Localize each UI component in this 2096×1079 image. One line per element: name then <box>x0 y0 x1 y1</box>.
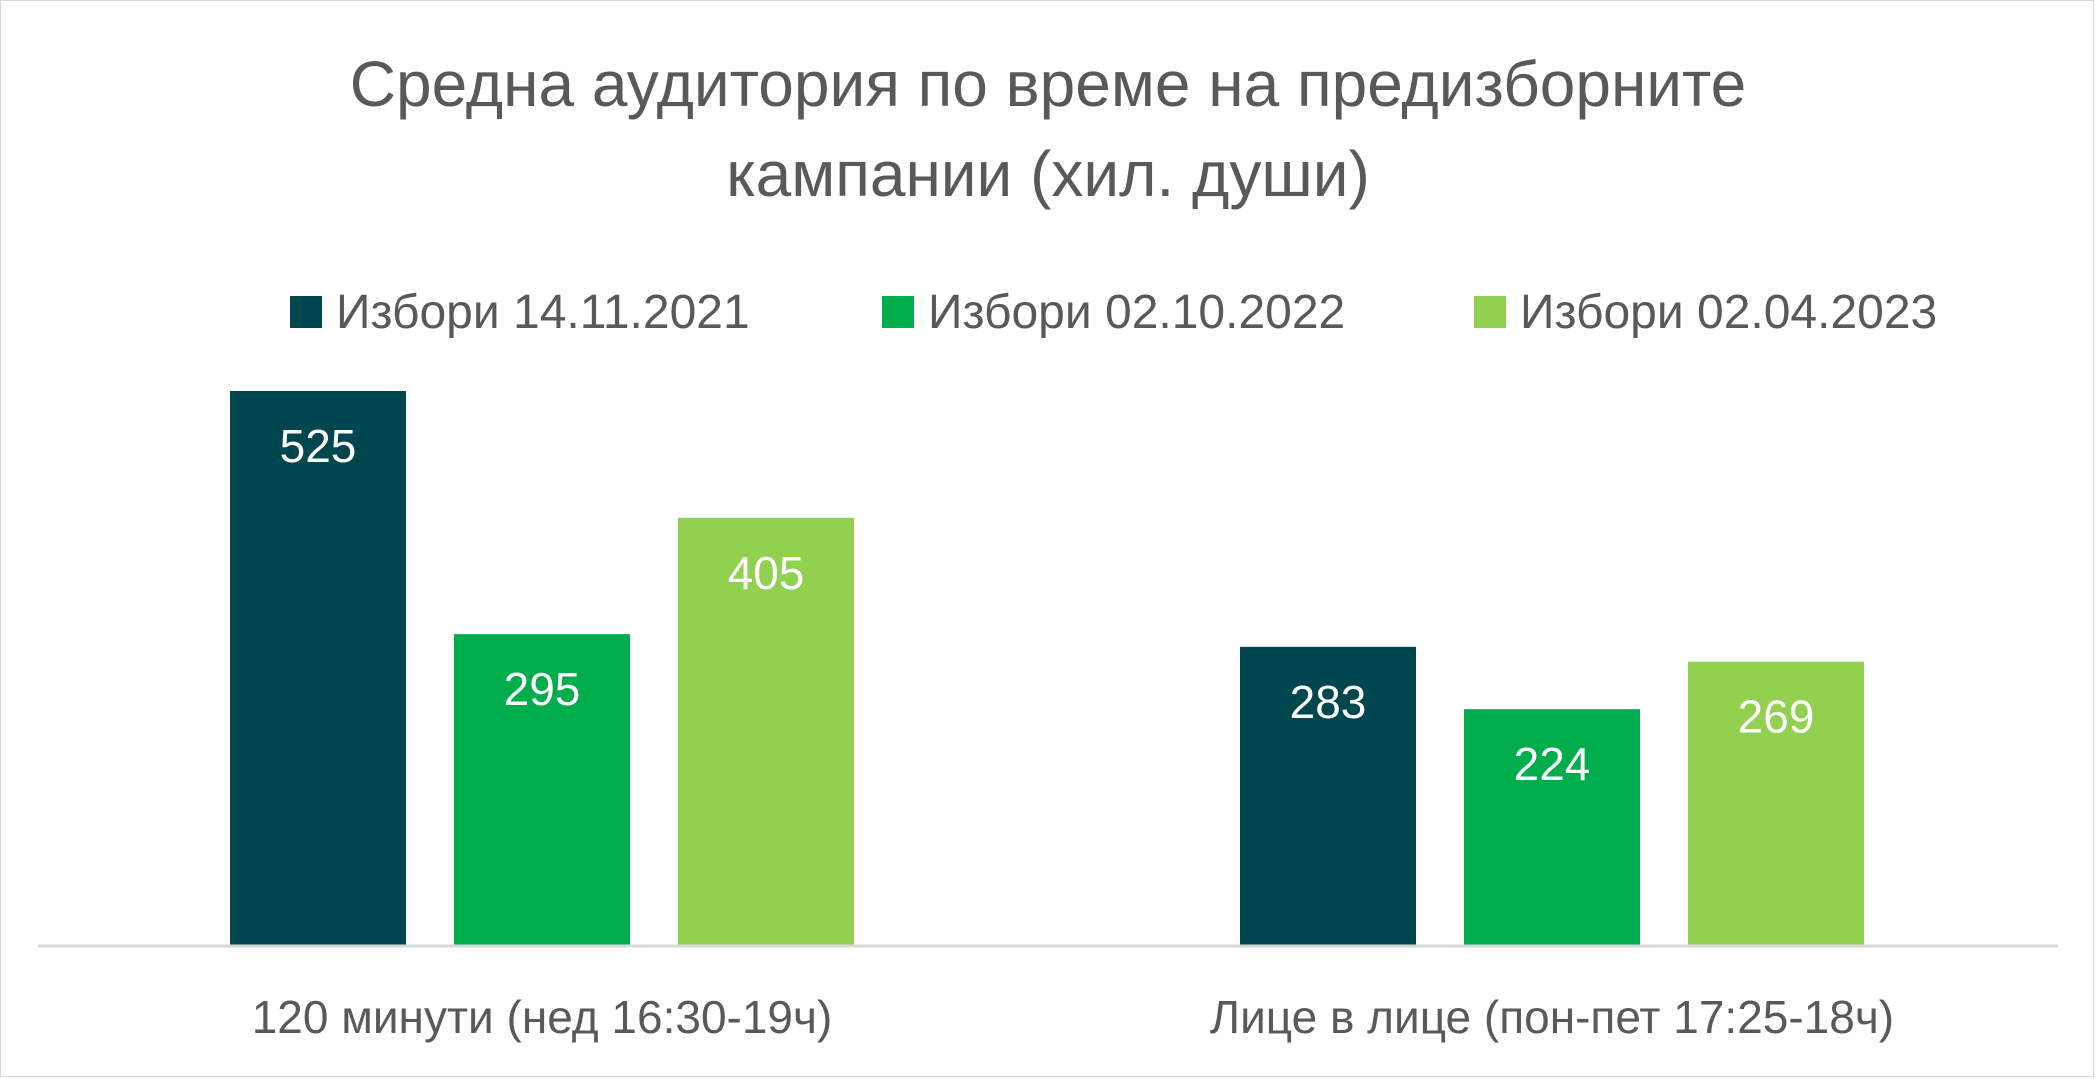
category-label: Лице в лице (пон-пет 17:25-18ч) <box>1210 991 1894 1043</box>
bar <box>230 391 406 946</box>
legend-swatch <box>290 296 322 328</box>
bar <box>1688 661 1864 946</box>
data-label: 525 <box>280 420 357 472</box>
bars: 525 295 405 283 224 269 <box>230 391 1864 946</box>
legend: Избори 14.11.2021 Избори 02.10.2022 Избори… <box>290 286 1937 339</box>
legend-label: Избори 02.10.2022 <box>928 286 1345 339</box>
legend-label: Избори 02.04.2023 <box>1520 286 1937 339</box>
data-label: 224 <box>1514 738 1591 790</box>
bar <box>1240 646 1416 946</box>
chart-title-line-1: Средна аудитория по време на предизборни… <box>350 48 1746 120</box>
data-label: 405 <box>728 547 805 599</box>
legend-label: Избори 14.11.2021 <box>336 286 750 339</box>
legend-swatch <box>882 296 914 328</box>
chart-title: Средна аудитория по време на предизборни… <box>350 48 1746 210</box>
bar <box>454 634 630 946</box>
data-label: 269 <box>1738 691 1815 743</box>
legend-item: Избори 14.11.2021 <box>290 286 750 339</box>
bar <box>678 517 854 946</box>
legend-swatch <box>1474 296 1506 328</box>
data-label: 283 <box>1290 676 1367 728</box>
legend-item: Избори 02.04.2023 <box>1474 286 1937 339</box>
chart-title-line-2: кампании (хил. души) <box>726 138 1370 210</box>
category-label: 120 минути (нед 16:30-19ч) <box>252 991 833 1043</box>
legend-item: Избори 02.10.2022 <box>882 286 1345 339</box>
data-label: 295 <box>504 663 581 715</box>
bar <box>1464 709 1640 946</box>
category-labels: 120 минути (нед 16:30-19ч) Лице в лице (п… <box>252 991 1894 1043</box>
